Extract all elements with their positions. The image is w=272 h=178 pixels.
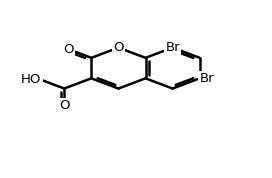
Text: Br: Br — [200, 72, 214, 85]
Text: O: O — [59, 100, 70, 112]
Text: O: O — [113, 41, 124, 54]
Text: Br: Br — [165, 41, 180, 54]
Text: O: O — [63, 43, 73, 56]
Text: HO: HO — [21, 73, 41, 86]
